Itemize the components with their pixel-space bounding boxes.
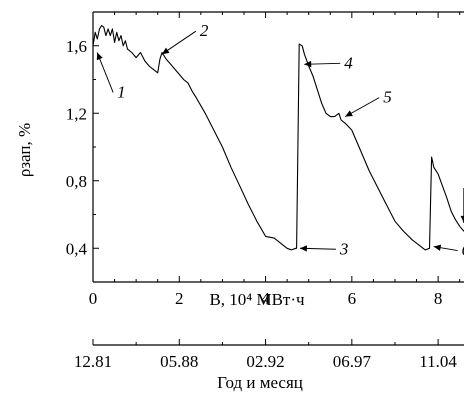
- callout-arrowhead: [299, 245, 307, 252]
- x-axis-title: B, 10⁴ МВт·ч: [209, 290, 305, 309]
- callout-label: 6: [462, 241, 464, 260]
- callout-arrowhead: [460, 215, 464, 223]
- callout-arrowhead: [304, 60, 312, 68]
- x-tick-label: 2: [175, 289, 184, 308]
- y-tick-label: 1,6: [66, 37, 87, 56]
- callout-arrowhead: [96, 52, 103, 61]
- callouts-group: 1234567: [96, 21, 464, 260]
- x-tick-label: 0: [89, 289, 98, 308]
- secondary-tick-label: 11.04: [419, 352, 457, 371]
- callout-arrowhead: [161, 47, 170, 55]
- callout-label: 3: [339, 239, 349, 258]
- callout-arrowhead: [433, 244, 442, 251]
- secondary-axis-title: Год и месяц: [217, 373, 303, 392]
- callout-label: 4: [344, 53, 353, 72]
- y-tick-label: 0,8: [66, 172, 87, 191]
- callout-label: 5: [383, 88, 392, 107]
- secondary-tick-label: 06.97: [333, 352, 372, 371]
- callout-arrowhead: [345, 110, 353, 117]
- x-tick-label: 6: [348, 289, 357, 308]
- secondary-tick-label: 05.88: [160, 352, 198, 371]
- x-tick-label: 4: [261, 289, 270, 308]
- y-tick-label: 0,4: [66, 239, 88, 258]
- series-line-1: [92, 24, 464, 251]
- secondary-tick-label: 12.81: [74, 352, 112, 371]
- callout-label: 2: [200, 21, 209, 40]
- y-axis-title: ρзап, %: [15, 123, 34, 177]
- secondary-tick-label: 02.92: [246, 352, 284, 371]
- ticks-group: 0,4 0,8 1,2 1,6 0 2 4 6 8 12.81 05.88 02.92 06.97 11.…: [66, 11, 461, 371]
- x-tick-label: 8: [434, 289, 443, 308]
- y-tick-label: 1,2: [66, 104, 87, 123]
- series-group: [92, 24, 464, 251]
- callout-label: 1: [117, 83, 126, 102]
- callout-arrow-line: [96, 52, 114, 93]
